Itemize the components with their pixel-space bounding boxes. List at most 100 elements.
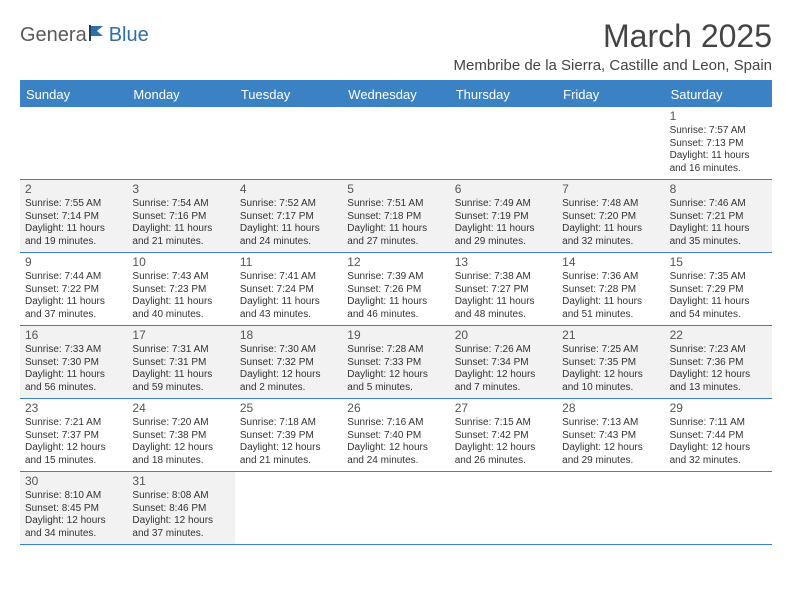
day-cell: 24Sunrise: 7:20 AMSunset: 7:38 PMDayligh… [127,399,234,471]
sunrise-text: Sunrise: 8:08 AM [132,490,229,503]
day-cell: 29Sunrise: 7:11 AMSunset: 7:44 PMDayligh… [665,399,772,471]
sunset-text: Sunset: 7:20 PM [562,211,659,224]
brand-part2: Blue [109,24,149,47]
sunset-text: Sunset: 7:43 PM [562,430,659,443]
sunrise-text: Sunrise: 7:54 AM [132,198,229,211]
daylight-text: Daylight: 12 hours and 21 minutes. [240,442,337,467]
daylight-text: Daylight: 12 hours and 34 minutes. [25,515,122,540]
daylight-text: Daylight: 12 hours and 37 minutes. [132,515,229,540]
day-number: 7 [562,182,659,197]
sunset-text: Sunset: 7:32 PM [240,357,337,370]
daylight-text: Daylight: 12 hours and 13 minutes. [670,369,767,394]
day-number: 31 [132,474,229,489]
day-cell: 7Sunrise: 7:48 AMSunset: 7:20 PMDaylight… [557,180,664,252]
day-cell: 30Sunrise: 8:10 AMSunset: 8:45 PMDayligh… [20,472,127,544]
daylight-text: Daylight: 11 hours and 32 minutes. [562,223,659,248]
sunset-text: Sunset: 7:31 PM [132,357,229,370]
sunset-text: Sunset: 7:44 PM [670,430,767,443]
daylight-text: Daylight: 11 hours and 29 minutes. [455,223,552,248]
sunset-text: Sunset: 7:39 PM [240,430,337,443]
title-block: March 2025 Membribe de la Sierra, Castil… [453,18,772,74]
sunrise-text: Sunrise: 7:39 AM [347,271,444,284]
day-number: 11 [240,255,337,270]
sunrise-text: Sunrise: 7:36 AM [562,271,659,284]
sunset-text: Sunset: 7:17 PM [240,211,337,224]
sunset-text: Sunset: 7:16 PM [132,211,229,224]
daylight-text: Daylight: 12 hours and 29 minutes. [562,442,659,467]
day-number: 2 [25,182,122,197]
sunrise-text: Sunrise: 7:13 AM [562,417,659,430]
daylight-text: Daylight: 11 hours and 56 minutes. [25,369,122,394]
sunrise-text: Sunrise: 7:43 AM [132,271,229,284]
day-cell: 14Sunrise: 7:36 AMSunset: 7:28 PMDayligh… [557,253,664,325]
sunset-text: Sunset: 7:30 PM [25,357,122,370]
day-number: 3 [132,182,229,197]
day-cell: 20Sunrise: 7:26 AMSunset: 7:34 PMDayligh… [450,326,557,398]
day-cell: 25Sunrise: 7:18 AMSunset: 7:39 PMDayligh… [235,399,342,471]
week-row: 1Sunrise: 7:57 AMSunset: 7:13 PMDaylight… [20,107,772,180]
day-cell [450,472,557,544]
day-number: 10 [132,255,229,270]
sunset-text: Sunset: 7:34 PM [455,357,552,370]
day-cell: 2Sunrise: 7:55 AMSunset: 7:14 PMDaylight… [20,180,127,252]
day-cell: 28Sunrise: 7:13 AMSunset: 7:43 PMDayligh… [557,399,664,471]
sunrise-text: Sunrise: 7:25 AM [562,344,659,357]
daylight-text: Daylight: 11 hours and 35 minutes. [670,223,767,248]
weekday-header: Thursday [450,82,557,107]
weekday-header: Tuesday [235,82,342,107]
day-number: 19 [347,328,444,343]
sunrise-text: Sunrise: 7:20 AM [132,417,229,430]
day-cell: 31Sunrise: 8:08 AMSunset: 8:46 PMDayligh… [127,472,234,544]
weekday-header-row: Sunday Monday Tuesday Wednesday Thursday… [20,82,772,107]
day-cell: 8Sunrise: 7:46 AMSunset: 7:21 PMDaylight… [665,180,772,252]
day-number: 8 [670,182,767,197]
day-number: 28 [562,401,659,416]
day-cell: 11Sunrise: 7:41 AMSunset: 7:24 PMDayligh… [235,253,342,325]
day-cell [665,472,772,544]
sunrise-text: Sunrise: 7:16 AM [347,417,444,430]
day-cell: 21Sunrise: 7:25 AMSunset: 7:35 PMDayligh… [557,326,664,398]
sunrise-text: Sunrise: 7:55 AM [25,198,122,211]
day-cell: 18Sunrise: 7:30 AMSunset: 7:32 PMDayligh… [235,326,342,398]
calendar: Sunday Monday Tuesday Wednesday Thursday… [20,80,772,545]
weekday-header: Friday [557,82,664,107]
week-row: 2Sunrise: 7:55 AMSunset: 7:14 PM Daylight… [20,180,772,253]
day-number: 21 [562,328,659,343]
sunrise-text: Sunrise: 7:46 AM [670,198,767,211]
day-cell [235,472,342,544]
day-number: 1 [670,109,767,124]
daylight-text: Daylight: 11 hours and 59 minutes. [132,369,229,394]
daylight-text: Daylight: 11 hours and 54 minutes. [670,296,767,321]
sunrise-text: Sunrise: 7:18 AM [240,417,337,430]
day-number: 14 [562,255,659,270]
day-cell: 5Sunrise: 7:51 AMSunset: 7:18 PMDaylight… [342,180,449,252]
sunrise-text: Sunrise: 7:11 AM [670,417,767,430]
sunset-text: Sunset: 7:26 PM [347,284,444,297]
week-row: 30Sunrise: 8:10 AMSunset: 8:45 PMDayligh… [20,472,772,545]
location-subtitle: Membribe de la Sierra, Castille and Leon… [453,57,772,74]
sunrise-text: Sunrise: 7:44 AM [25,271,122,284]
daylight-text: Daylight: 11 hours and 24 minutes. [240,223,337,248]
sunrise-text: Sunrise: 7:52 AM [240,198,337,211]
day-cell: 1Sunrise: 7:57 AMSunset: 7:13 PMDaylight… [665,107,772,179]
day-number: 9 [25,255,122,270]
daylight-text: Daylight: 12 hours and 15 minutes. [25,442,122,467]
sunrise-text: Sunrise: 7:51 AM [347,198,444,211]
daylight-text: Daylight: 11 hours and 51 minutes. [562,296,659,321]
sunrise-text: Sunrise: 7:21 AM [25,417,122,430]
day-cell: 17Sunrise: 7:31 AMSunset: 7:31 PMDayligh… [127,326,234,398]
brand-part1: Genera [20,24,87,47]
sunset-text: Sunset: 7:27 PM [455,284,552,297]
sunset-text: Sunset: 7:14 PM [25,211,122,224]
sunrise-text: Sunrise: 8:10 AM [25,490,122,503]
week-row: 23Sunrise: 7:21 AMSunset: 7:37 PMDayligh… [20,399,772,472]
daylight-text: Daylight: 11 hours and 37 minutes. [25,296,122,321]
sunset-text: Sunset: 7:18 PM [347,211,444,224]
sunrise-text: Sunrise: 7:41 AM [240,271,337,284]
day-cell: 26Sunrise: 7:16 AMSunset: 7:40 PMDayligh… [342,399,449,471]
sunrise-text: Sunrise: 7:30 AM [240,344,337,357]
daylight-text: Daylight: 12 hours and 10 minutes. [562,369,659,394]
day-cell [127,107,234,179]
sunset-text: Sunset: 7:23 PM [132,284,229,297]
sunrise-text: Sunrise: 7:15 AM [455,417,552,430]
